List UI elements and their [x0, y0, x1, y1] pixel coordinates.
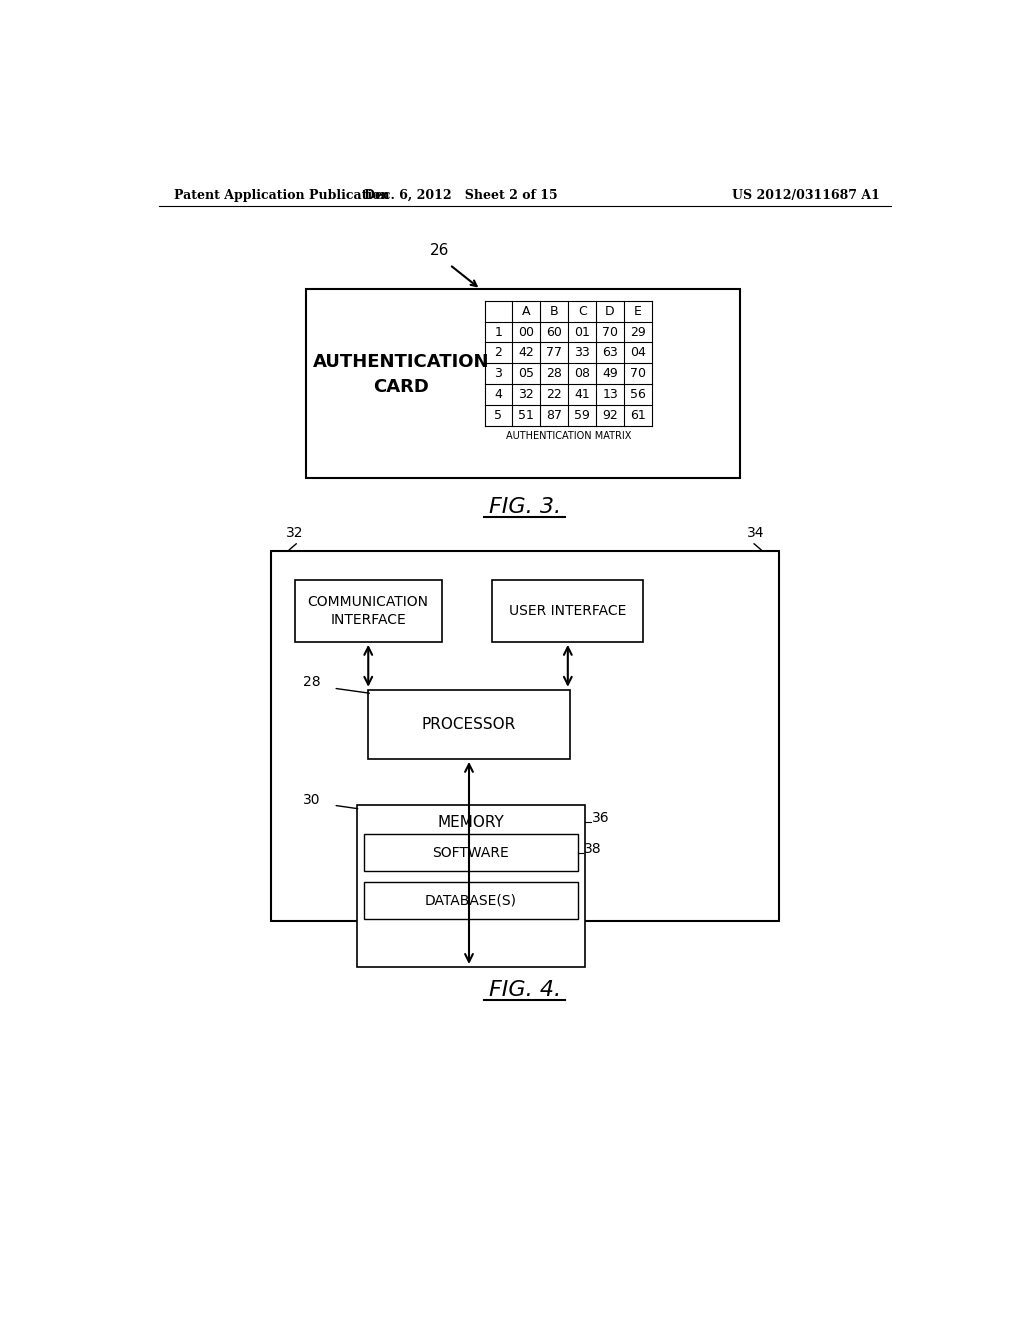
Text: FIG. 3.: FIG. 3.	[488, 498, 561, 517]
Text: Dec. 6, 2012   Sheet 2 of 15: Dec. 6, 2012 Sheet 2 of 15	[365, 189, 558, 202]
Text: 49: 49	[602, 367, 617, 380]
Text: 26: 26	[430, 243, 450, 259]
Text: C: C	[578, 305, 587, 318]
Text: 00: 00	[518, 326, 535, 338]
Bar	[369, 689, 569, 759]
Text: 41: 41	[574, 388, 590, 401]
Text: 87: 87	[546, 409, 562, 421]
Text: 59: 59	[574, 409, 590, 421]
Text: 63: 63	[602, 346, 617, 359]
Text: 60: 60	[547, 326, 562, 338]
Text: 04: 04	[630, 346, 646, 359]
Text: 08: 08	[574, 367, 590, 380]
Text: AUTHENTICATION: AUTHENTICATION	[312, 354, 489, 371]
Text: D: D	[605, 305, 614, 318]
Text: 4: 4	[495, 388, 503, 401]
Text: A: A	[522, 305, 530, 318]
Text: COMMUNICATION
INTERFACE: COMMUNICATION INTERFACE	[308, 595, 429, 627]
Text: 51: 51	[518, 409, 535, 421]
Text: FIG. 4.: FIG. 4.	[488, 979, 561, 1001]
Text: 5: 5	[495, 409, 503, 421]
Text: E: E	[634, 305, 642, 318]
Bar	[306, 289, 740, 478]
Bar	[271, 552, 779, 921]
Bar	[295, 581, 442, 642]
Text: 01: 01	[574, 326, 590, 338]
Text: PROCESSOR: PROCESSOR	[422, 717, 516, 731]
Text: 32: 32	[518, 388, 535, 401]
Bar	[356, 805, 586, 966]
Text: 22: 22	[547, 388, 562, 401]
Text: 05: 05	[518, 367, 535, 380]
Text: 77: 77	[546, 346, 562, 359]
Text: 36: 36	[592, 810, 609, 825]
Bar	[365, 834, 578, 871]
Text: MEMORY: MEMORY	[437, 814, 504, 830]
Text: 34: 34	[746, 527, 765, 540]
Text: 2: 2	[495, 346, 503, 359]
Text: 42: 42	[518, 346, 535, 359]
Text: AUTHENTICATION MATRIX: AUTHENTICATION MATRIX	[506, 430, 631, 441]
Text: SOFTWARE: SOFTWARE	[432, 846, 509, 859]
Text: 56: 56	[630, 388, 646, 401]
Text: 13: 13	[602, 388, 617, 401]
Text: 1: 1	[495, 326, 503, 338]
Bar	[493, 581, 643, 642]
Text: CARD: CARD	[373, 378, 429, 396]
Text: 3: 3	[495, 367, 503, 380]
Text: 28: 28	[547, 367, 562, 380]
Text: B: B	[550, 305, 558, 318]
Text: US 2012/0311687 A1: US 2012/0311687 A1	[732, 189, 880, 202]
Text: 32: 32	[286, 527, 303, 540]
Text: 38: 38	[584, 842, 601, 855]
Text: 92: 92	[602, 409, 617, 421]
Bar	[365, 882, 578, 919]
Text: 61: 61	[630, 409, 646, 421]
Text: Patent Application Publication: Patent Application Publication	[174, 189, 390, 202]
Text: 33: 33	[574, 346, 590, 359]
Text: USER INTERFACE: USER INTERFACE	[509, 605, 627, 618]
Text: 30: 30	[303, 792, 321, 807]
Text: 28: 28	[302, 675, 321, 689]
Text: 29: 29	[630, 326, 646, 338]
Text: DATABASE(S): DATABASE(S)	[425, 894, 517, 908]
Text: 70: 70	[630, 367, 646, 380]
Text: 70: 70	[602, 326, 618, 338]
